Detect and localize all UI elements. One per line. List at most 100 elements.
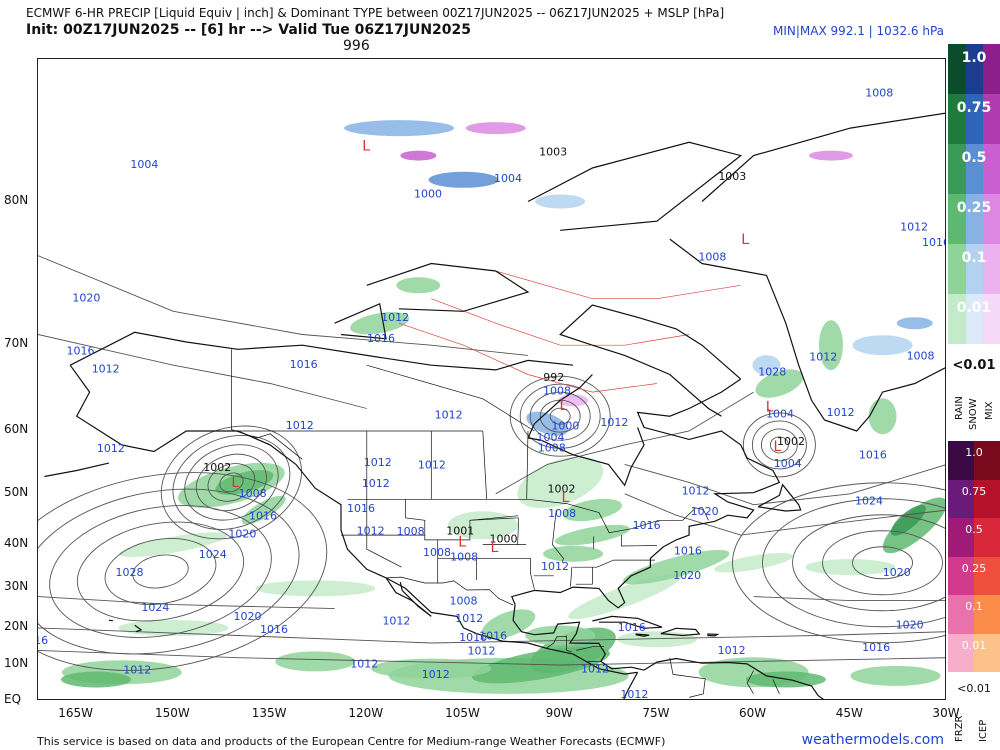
legend-swatch [948, 479, 974, 518]
precip-area [119, 532, 228, 557]
isobar-value-label: 1020 [691, 505, 719, 518]
isobar-value-label: 1012 [92, 363, 120, 376]
lat-label: 50N [4, 484, 29, 499]
isobar-value-label: 1004 [130, 158, 158, 171]
isobar [549, 407, 571, 425]
precip-area [481, 609, 536, 639]
precip-area [805, 559, 896, 576]
legend-level: 0.01 [956, 300, 992, 316]
lat-label: EQ [4, 692, 22, 706]
political-border [366, 364, 535, 432]
isobar-value-label: 1004 [494, 172, 522, 185]
legend-level: 0.01 [961, 638, 987, 652]
brand-link[interactable]: weathermodels.com [801, 732, 944, 748]
isobar [519, 383, 601, 449]
precip-area [623, 549, 730, 585]
precip-area [755, 369, 804, 398]
low-pressure-marker: L [231, 475, 239, 491]
coastline [69, 331, 574, 371]
isobar-value-label: 1008 [397, 525, 425, 538]
precip-area [400, 150, 437, 161]
isobar-value-label: 1012 [381, 311, 409, 324]
precip-area [568, 573, 682, 620]
isobar-value-label: 1012 [286, 419, 314, 432]
isobar [624, 493, 945, 536]
coastline [366, 262, 530, 312]
pressure-center-value: 992 [543, 371, 564, 384]
isobar-value-label: 1016 [674, 545, 702, 558]
legend-swatch [966, 44, 983, 94]
political-border [605, 666, 609, 672]
isobar-value-label: 1012 [455, 612, 483, 625]
weather-map[interactable]: 1004 1000 1012 1016 1020 1016 1012 1016 1012 1012… [37, 58, 946, 700]
legend-type-label: FRZR [954, 715, 965, 743]
isobar-value-label: 1016 [260, 623, 288, 636]
precip-area [852, 335, 913, 356]
isobar [38, 488, 300, 655]
coastline [660, 627, 701, 637]
isobar-value-label: 1008 [548, 507, 576, 520]
lon-label: 165W [58, 706, 94, 720]
lat-label: 20N [4, 618, 29, 633]
precip-area [526, 411, 569, 436]
map-title: ECMWF 6-HR PRECIP [Liquid Equiv | inch] … [26, 6, 725, 20]
isobar-value-label: 1012 [600, 416, 628, 429]
isobar [769, 436, 789, 454]
isobar-value-label: 1000 [551, 420, 579, 433]
political-border [341, 534, 402, 568]
coastline [757, 483, 802, 512]
precip-area [118, 619, 229, 636]
isobar-value-label: 1012 [418, 459, 446, 472]
precip-area [543, 545, 604, 562]
isobar [160, 425, 302, 540]
thickness-line [495, 270, 741, 300]
political-border [570, 567, 573, 587]
pressure-center-value: 1001 [446, 525, 474, 538]
pressure-center-value: 1003 [539, 146, 567, 159]
lon-label: 60W [739, 706, 767, 720]
legend-swatch [974, 518, 1000, 557]
isobar [38, 472, 328, 671]
isobar-value-label: 1008 [423, 546, 451, 559]
map-canvas: 1004 1000 1012 1016 1020 1016 1012 1016 1012 1012… [38, 86, 945, 700]
isobar-value-label: 1012 [620, 688, 648, 700]
legend-less-than: <0.01 [957, 682, 991, 695]
precip-area [882, 497, 945, 554]
legend-type-label: ICEP [978, 719, 989, 742]
precip-area [61, 671, 132, 688]
isobar-layer [38, 255, 945, 671]
lat-label: 40N [4, 535, 29, 550]
legend-level: 0.5 [965, 523, 983, 536]
isobar [495, 391, 754, 495]
precip-area [350, 312, 410, 335]
precip-area [868, 398, 897, 435]
coastline [527, 427, 645, 487]
lat-label: 10N [4, 656, 29, 671]
pressure-center-value: 1003 [718, 170, 746, 183]
precip-area [808, 150, 853, 161]
coastline [134, 624, 143, 633]
legend-swatch [948, 518, 974, 557]
legend-less-than: <0.01 [952, 358, 996, 373]
init-valid-line: Init: 00Z17JUN2025 -- [6] hr --> Valid T… [26, 22, 471, 38]
isobar-value-label: 1012 [123, 664, 151, 677]
precip-area [344, 120, 455, 137]
isobar-value-label: 1024 [855, 495, 883, 508]
isobar [852, 546, 913, 580]
isobar-value-label: 1008 [538, 442, 566, 455]
legend-level: 0.75 [956, 100, 992, 116]
isobar-value-label: 1016 [633, 519, 661, 532]
legend-swatch [948, 294, 966, 344]
political-border [386, 576, 514, 606]
coastline [623, 672, 639, 699]
precip-area [850, 665, 941, 686]
isobar [760, 428, 798, 462]
coastline [512, 604, 645, 671]
legend-swatch [948, 144, 966, 194]
lon-label: 150W [154, 706, 190, 720]
isobar-value-label: 1016 [38, 634, 48, 647]
legend-level: 0.25 [956, 200, 992, 216]
precip-area [371, 658, 492, 679]
political-border [231, 349, 303, 460]
isobar-value-label: 1012 [809, 350, 837, 363]
